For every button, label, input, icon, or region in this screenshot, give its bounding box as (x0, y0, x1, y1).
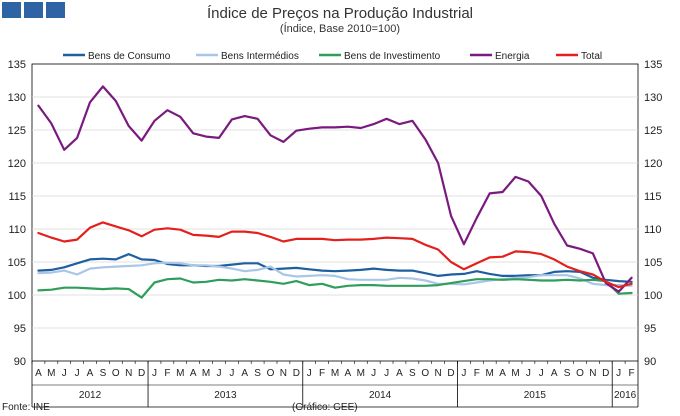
y-tick-label-left: 125 (8, 125, 26, 137)
x-month-label: F (628, 368, 634, 379)
x-month-label: N (280, 368, 287, 379)
legend-label: Bens de Investimento (344, 51, 441, 62)
x-month-label: J (152, 368, 157, 379)
x-month-label: S (100, 368, 107, 379)
y-tick-label-left: 90 (14, 356, 26, 368)
x-month-label: J (216, 368, 221, 379)
x-month-label: N (589, 368, 596, 379)
x-year-label: 2012 (79, 390, 102, 401)
x-month-label: A (499, 368, 506, 379)
x-month-label: S (564, 368, 571, 379)
x-month-label: O (112, 368, 120, 379)
source-note: Fonte: INE (2, 402, 50, 413)
x-month-label: J (461, 368, 466, 379)
x-month-label: A (35, 368, 42, 379)
y-tick-label-right: 90 (644, 356, 656, 368)
y-tick-label-left: 135 (8, 59, 26, 71)
y-tick-label-right: 120 (644, 158, 662, 170)
x-month-label: S (409, 368, 416, 379)
x-month-label: J (539, 368, 544, 379)
x-year-label: 2015 (524, 390, 547, 401)
x-month-label: A (190, 368, 197, 379)
x-month-label: J (384, 368, 389, 379)
x-month-label: A (396, 368, 403, 379)
x-month-label: J (526, 368, 531, 379)
y-tick-label-right: 95 (644, 323, 656, 335)
y-tick-label-right: 135 (644, 59, 662, 71)
y-tick-label-right: 100 (644, 290, 662, 302)
y-tick-label-left: 95 (14, 323, 26, 335)
x-month-label: N (125, 368, 132, 379)
series-line-bens-de-investimento (37, 277, 633, 299)
x-month-label: J (371, 368, 376, 379)
x-month-label: A (87, 368, 94, 379)
header-square (2, 2, 21, 18)
x-year-label: 2016 (614, 390, 637, 401)
series-line-total (37, 221, 633, 289)
y-tick-label-right: 130 (644, 92, 662, 104)
legend-label: Total (581, 51, 602, 62)
y-tick-label-left: 110 (8, 224, 26, 236)
x-month-label: M (176, 368, 184, 379)
y-tick-label-left: 130 (8, 92, 26, 104)
series-line-energia (37, 85, 633, 293)
y-tick-label-right: 125 (644, 125, 662, 137)
series-line-bens-interm-dios (37, 261, 633, 287)
y-tick-label-right: 110 (644, 224, 662, 236)
x-month-label: A (241, 368, 248, 379)
x-month-label: M (486, 368, 494, 379)
x-month-label: J (229, 368, 234, 379)
x-year-label: 2013 (214, 390, 237, 401)
legend-label: Energia (495, 51, 530, 62)
x-month-label: O (421, 368, 429, 379)
header-square (46, 2, 65, 18)
header-square (24, 2, 43, 18)
x-month-label: O (576, 368, 584, 379)
header-squares (2, 2, 65, 18)
x-month-label: D (138, 368, 145, 379)
credit-note: (Gráfico: GEE) (292, 402, 358, 413)
x-month-label: N (435, 368, 442, 379)
x-month-label: J (62, 368, 67, 379)
series-line-bens-de-consumo (37, 253, 633, 283)
x-month-label: A (345, 368, 352, 379)
chart-subtitle: (Índice, Base 2010=100) (279, 23, 401, 35)
x-month-label: J (75, 368, 80, 379)
y-tick-label-left: 115 (8, 191, 26, 203)
x-month-label: D (602, 368, 609, 379)
x-month-label: D (293, 368, 300, 379)
x-month-label: M (357, 368, 365, 379)
x-month-label: F (164, 368, 170, 379)
x-month-label: F (319, 368, 325, 379)
y-tick-label-right: 115 (644, 191, 662, 203)
x-month-label: S (254, 368, 261, 379)
x-month-label: J (616, 368, 621, 379)
y-tick-label-left: 100 (8, 290, 26, 302)
chart-title: Índice de Preços na Produção Industrial (207, 5, 473, 22)
x-month-label: M (47, 368, 55, 379)
legend-label: Bens de Consumo (88, 51, 171, 62)
x-month-label: J (307, 368, 312, 379)
x-month-label: M (511, 368, 519, 379)
y-tick-label-left: 120 (8, 158, 26, 170)
x-month-label: M (202, 368, 210, 379)
legend-label: Bens Intermédios (221, 51, 299, 62)
y-tick-label-right: 105 (644, 257, 662, 269)
y-tick-label-left: 105 (8, 257, 26, 269)
x-year-label: 2014 (369, 390, 392, 401)
x-month-label: M (331, 368, 339, 379)
x-month-label: F (474, 368, 480, 379)
x-month-label: O (267, 368, 275, 379)
x-month-label: A (551, 368, 558, 379)
plot-frame (31, 63, 639, 362)
x-month-label: D (447, 368, 454, 379)
